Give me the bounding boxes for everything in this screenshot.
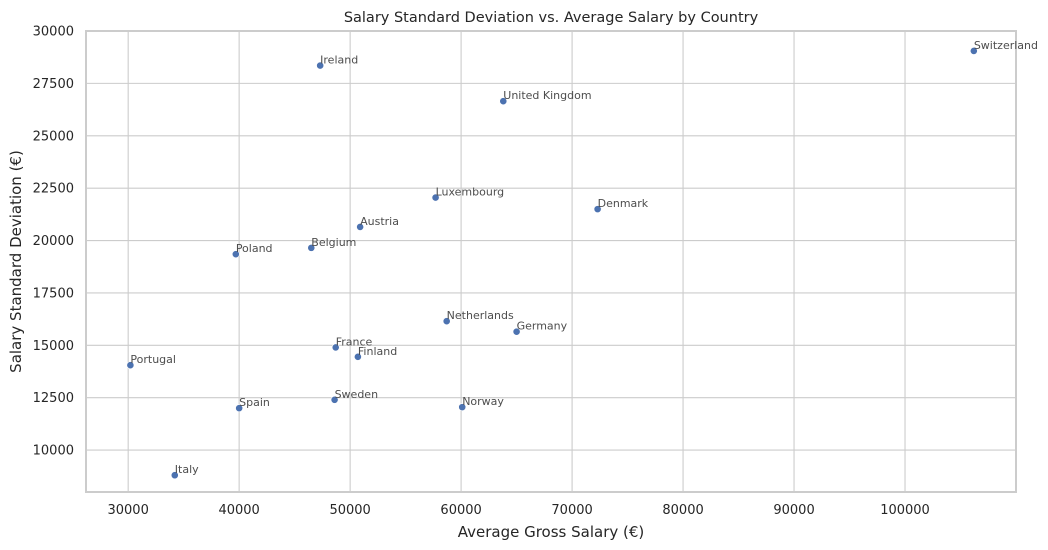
data-point: [231, 250, 240, 259]
x-tick-label: 30000: [107, 503, 148, 518]
data-point: [431, 193, 440, 202]
data-point: [126, 361, 135, 370]
point-labels: Switzerland Ireland United Kingdom Luxembou…: [130, 39, 1038, 476]
y-tick-label: 30000: [33, 25, 74, 40]
x-tick-label: 100000: [880, 503, 930, 518]
x-tick-label: 80000: [662, 503, 703, 518]
y-tick-label: 25000: [33, 129, 74, 144]
y-tick-label: 10000: [33, 444, 74, 459]
data-point: [307, 243, 316, 252]
data-point: [316, 61, 325, 70]
point-label: Belgium: [311, 236, 356, 249]
point-label: Portugal: [130, 353, 176, 366]
chart-title: Salary Standard Deviation vs. Average Sa…: [344, 10, 759, 26]
point-label: France: [336, 335, 373, 348]
y-tick-label: 12500: [33, 391, 74, 406]
x-tick-label: 70000: [551, 503, 592, 518]
data-point: [170, 471, 179, 480]
plot-frame: [85, 30, 1017, 493]
point-label: Austria: [360, 215, 399, 228]
tick-labels: 30000 40000 50000 60000 70000 80000 90000 10000…: [33, 25, 930, 519]
data-point: [969, 47, 978, 55]
point-label: United Kingdom: [503, 89, 591, 102]
x-tick-label: 40000: [218, 503, 259, 518]
point-label: Denmark: [598, 197, 649, 210]
data-point: [512, 327, 521, 336]
x-tick-label: 90000: [773, 503, 814, 518]
y-tick-label: 17500: [33, 286, 74, 301]
point-label: Norway: [462, 395, 504, 408]
x-tick-label: 50000: [329, 503, 370, 518]
data-point: [442, 317, 451, 326]
data-point: [235, 404, 244, 413]
x-axis-label: Average Gross Salary (€): [458, 523, 645, 541]
data-point: [353, 352, 362, 361]
data-point: [330, 395, 339, 404]
point-label: Spain: [239, 396, 270, 409]
point-label: Italy: [175, 463, 199, 476]
y-tick-label: 20000: [33, 234, 74, 249]
point-label: Germany: [517, 320, 568, 333]
point-label: Sweden: [335, 388, 378, 401]
point-label: Finland: [358, 345, 397, 358]
point-label: Netherlands: [447, 309, 514, 322]
data-points: [126, 47, 978, 480]
y-tick-label: 27500: [33, 77, 74, 92]
point-label: Ireland: [320, 54, 358, 67]
data-point: [331, 343, 340, 352]
x-tick-label: 60000: [440, 503, 481, 518]
y-tick-label: 22500: [33, 182, 74, 197]
point-label: Switzerland: [974, 39, 1038, 52]
point-label: Poland: [236, 242, 273, 255]
data-point: [593, 205, 602, 214]
data-point: [499, 97, 508, 106]
data-point: [356, 223, 365, 231]
point-label: Luxembourg: [436, 186, 505, 199]
y-tick-label: 15000: [33, 339, 74, 354]
y-axis-label: Salary Standard Deviation (€): [7, 150, 25, 373]
data-point: [458, 403, 467, 412]
